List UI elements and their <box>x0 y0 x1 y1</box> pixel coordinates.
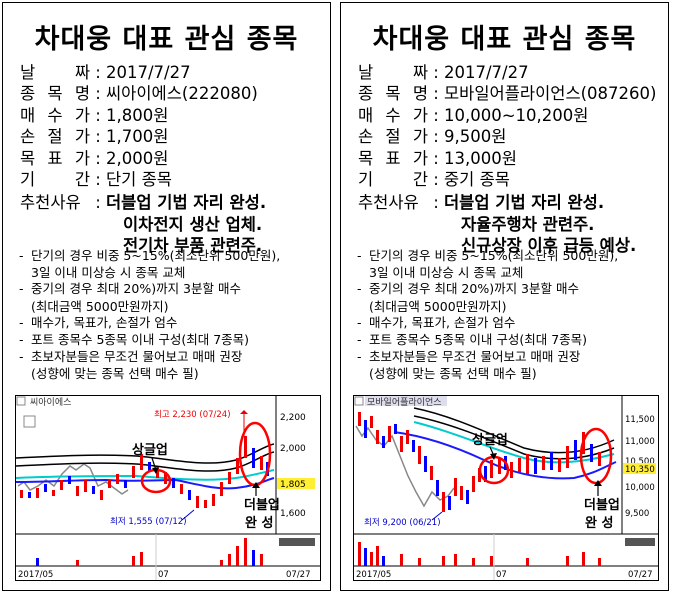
y-tick-label: 2,000 <box>280 444 306 454</box>
chart-svg: 모바일어플라이언스 11,500 11,000 10,500 10,350 10… <box>354 396 658 580</box>
date-start: 2017/05 <box>356 570 391 580</box>
reason-line: 전기차 부품 관련주. <box>123 236 263 256</box>
field-value: 13,000원 <box>444 148 517 168</box>
volume-bars <box>358 542 601 566</box>
signal-label: 상글업 <box>472 433 508 448</box>
y-tick-label: 9,500 <box>625 509 649 519</box>
date-mid: 07 <box>496 570 507 580</box>
card-title: 차대웅 대표 관심 종목 <box>372 24 637 55</box>
reason-line: 더블업 기법 자리 완성. <box>106 193 267 213</box>
volume-legend <box>625 538 655 546</box>
ma-line-mid <box>16 451 275 472</box>
date-end: 07/27 <box>628 570 653 580</box>
field-value: 9,500원 <box>444 127 507 147</box>
field-value: 2017/7/27 <box>106 63 191 82</box>
complete-label: 완 성 <box>245 516 273 531</box>
y-tick-label: 1,600 <box>280 509 306 519</box>
y-tick-label: 10,500 <box>625 457 655 467</box>
notes-list: - 단기의 경우 비중 5~15%(최소단위 500만원), 3일 이내 미상승 … <box>19 248 329 383</box>
y-tick-label: 11,500 <box>625 415 655 425</box>
complete-label: 완 성 <box>585 516 613 531</box>
chart-menu-icon[interactable] <box>354 396 364 406</box>
field-value: 1,700원 <box>106 127 169 147</box>
note-item: - 매수가, 목표가, 손절가 엄수 <box>357 314 516 330</box>
note-item: - 포트 종목수 5종목 이내 구성(최대 7종목) <box>19 332 250 348</box>
chart-menu-icon[interactable] <box>16 396 26 406</box>
reason-line: 신규상장 이후 급등 예상. <box>461 236 637 256</box>
ma-line-long <box>16 443 275 464</box>
chart-checkbox-icon[interactable] <box>23 415 36 428</box>
signal-label: 상글업 <box>132 443 168 458</box>
double-up-label: 더블업 <box>584 497 620 513</box>
note-item: - 포트 종목수 5종목 이내 구성(최대 7종목) <box>357 332 588 348</box>
double-up-label: 더블업 <box>244 497 280 513</box>
note-item: - 초보자분들은 무조건 물어보고 매매 권장 (성향에 맞는 종목 선택 매수 … <box>19 349 243 382</box>
volume-legend <box>279 538 315 546</box>
note-item: - 중기의 경우 최대 20%)까지 3분할 매수 (최대금액 5000만원까지) <box>357 281 579 314</box>
field-value: 2,000원 <box>106 148 169 168</box>
stock-chart: 씨아이에스 2,200 2,000 1,805 1,600 <box>15 395 321 581</box>
date-end: 07/27 <box>286 570 311 580</box>
y-tick-label: 10,000 <box>625 483 655 493</box>
field-value: 10,000~10,200원 <box>444 105 589 125</box>
note-item: - 단기의 경우 비중 5~15%(최소단위 500만원), 3일 이내 미상승 … <box>19 248 281 281</box>
low-label: 최저 1,555 (07/12) <box>110 516 187 527</box>
date-start: 2017/05 <box>18 570 53 580</box>
note-item: - 단기의 경우 비중 5~15%(최소단위 500만원), 3일 이내 미상승 … <box>357 248 619 281</box>
notes-list: - 단기의 경우 비중 5~15%(최소단위 500만원), 3일 이내 미상승 … <box>357 248 667 383</box>
stock-chart: 모바일어플라이언스 11,500 11,000 10,500 10,350 10… <box>353 395 659 581</box>
reason-line: 이차전지 생산 업체. <box>123 214 263 234</box>
volume-bars <box>36 538 263 566</box>
current-price-marker <box>277 478 315 489</box>
field-reason: 추천사유 : 더블업 기법 자리 완성. 이차전지 생산 업체. 전기차 부품 … <box>20 192 325 256</box>
note-item: - 중기의 경우 최대 20%)까지 3분할 매수 (최대금액 5000만원까지) <box>19 281 241 314</box>
y-tick-label: 10,350 <box>625 465 655 475</box>
reason-label: 추천사유 <box>358 193 419 213</box>
chart-stock-name: 모바일어플라이언스 <box>367 396 442 408</box>
field-value: 중기 종목 <box>444 169 510 189</box>
ma-line-cyan <box>413 421 615 464</box>
current-price-marker <box>623 463 656 474</box>
y-tick-label: 1,805 <box>280 480 306 490</box>
ma-line-mid <box>413 415 615 460</box>
y-tick-label: 11,000 <box>625 437 655 447</box>
ma-line-long <box>413 407 615 454</box>
note-item: - 초보자분들은 무조건 물어보고 매매 권장 (성향에 맞는 종목 선택 매수 … <box>357 349 581 382</box>
y-tick-label: 2,200 <box>280 413 306 423</box>
reason-line: 더블업 기법 자리 완성. <box>444 193 605 213</box>
ma-line-blue <box>393 431 617 480</box>
note-item: - 매수가, 목표가, 손절가 엄수 <box>19 314 178 330</box>
field-reason: 추천사유 : 더블업 기법 자리 완성. 자율주행차 관련주. 신규상장 이후 … <box>358 192 663 256</box>
field-value: 모바일어플라이언스(087260) <box>444 84 657 104</box>
date-mid: 07 <box>158 570 169 580</box>
field-value: 1,800원 <box>106 105 169 125</box>
low-label: 최저 9,200 (06/21) <box>364 517 441 528</box>
reason-line: 자율주행차 관련주. <box>461 214 595 234</box>
chart-svg: 씨아이에스 2,200 2,000 1,805 1,600 <box>16 396 320 580</box>
high-label: 최고 2,230 (07/24) <box>154 409 231 420</box>
card-title: 차대웅 대표 관심 종목 <box>34 24 299 55</box>
field-value: 단기 종목 <box>106 169 172 189</box>
field-value: 씨아이에스(222080) <box>106 84 258 104</box>
reason-label: 추천사유 <box>20 193 81 213</box>
chart-stock-name: 씨아이에스 <box>30 397 71 408</box>
field-value: 2017/7/27 <box>444 63 529 82</box>
